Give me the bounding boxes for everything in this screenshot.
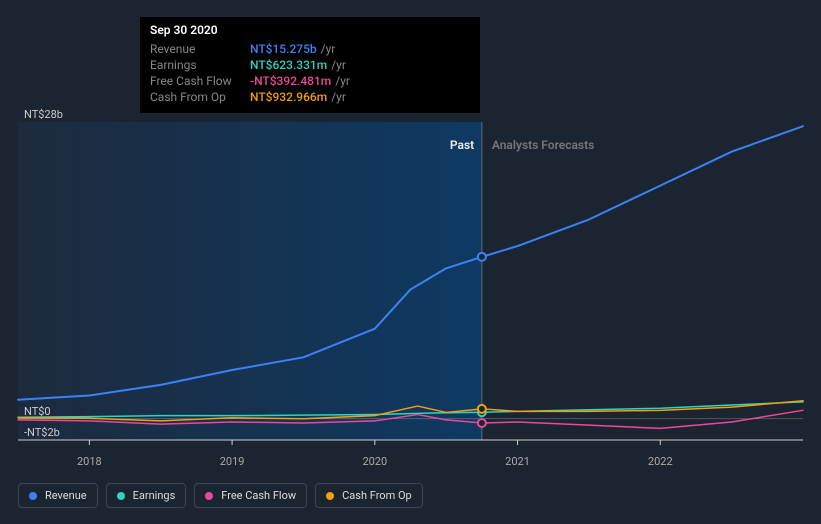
tooltip-row-value: -NT$392.481m/yr — [250, 73, 470, 89]
revenue-chart: Past Analysts Forecasts NT$28b NT$0 -NT$2b… — [0, 0, 821, 524]
xaxis-tick-label: 2022 — [648, 455, 673, 468]
legend-item-earnings[interactable]: Earnings — [106, 483, 187, 508]
forecast-section-label: Analysts Forecasts — [492, 138, 594, 152]
legend-dot-icon — [326, 492, 334, 500]
tooltip-row: EarningsNT$623.331m/yr — [150, 57, 470, 73]
tooltip-row-label: Revenue — [150, 41, 250, 57]
tooltip-row: Free Cash Flow-NT$392.481m/yr — [150, 73, 470, 89]
tooltip-row: RevenueNT$15.275b/yr — [150, 41, 470, 57]
yaxis-tick-label: NT$0 — [24, 405, 51, 418]
xaxis-tick-label: 2021 — [505, 455, 530, 468]
chart-legend: Revenue Earnings Free Cash Flow Cash From O… — [18, 483, 423, 508]
xaxis-tick-label: 2019 — [220, 455, 245, 468]
xaxis-tick-label: 2020 — [362, 455, 387, 468]
tooltip-row-value: NT$15.275b/yr — [250, 41, 470, 57]
tooltip-row-value: NT$623.331m/yr — [250, 57, 470, 73]
legend-item-label: Earnings — [133, 489, 176, 502]
chart-tooltip: Sep 30 2020 RevenueNT$15.275b/yrEarnings… — [140, 17, 480, 113]
legend-item-label: Revenue — [45, 489, 87, 502]
legend-dot-icon — [29, 492, 37, 500]
tooltip-row-value: NT$932.966m/yr — [250, 89, 470, 105]
legend-item-label: Free Cash Flow — [221, 489, 296, 502]
tooltip-row-label: Cash From Op — [150, 89, 250, 105]
legend-item-fcf[interactable]: Free Cash Flow — [194, 483, 307, 508]
legend-dot-icon — [205, 492, 213, 500]
tooltip-row-label: Free Cash Flow — [150, 73, 250, 89]
legend-item-label: Cash From Op — [342, 489, 412, 502]
tooltip-row-label: Earnings — [150, 57, 250, 73]
legend-item-revenue[interactable]: Revenue — [18, 483, 98, 508]
legend-item-cfo[interactable]: Cash From Op — [315, 483, 423, 508]
past-section-label: Past — [450, 138, 474, 152]
tooltip-date: Sep 30 2020 — [150, 23, 470, 41]
legend-dot-icon — [117, 492, 125, 500]
yaxis-tick-label: NT$28b — [24, 108, 63, 121]
yaxis-tick-label: -NT$2b — [24, 426, 60, 439]
xaxis-tick-label: 2018 — [77, 455, 102, 468]
tooltip-row: Cash From OpNT$932.966m/yr — [150, 89, 470, 105]
